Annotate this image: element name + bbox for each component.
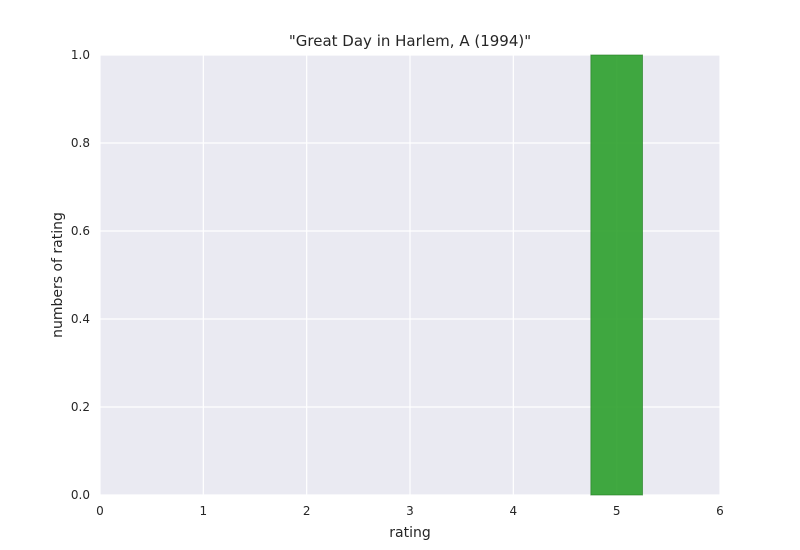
y-tick-label: 0.4 [71,312,90,326]
y-tick-label: 0.8 [71,136,90,150]
chart-title: "Great Day in Harlem, A (1994)" [289,32,531,50]
x-tick-label: 0 [96,504,104,518]
bars [590,54,643,496]
y-tick-label: 0.2 [71,400,90,414]
y-tick-label: 1.0 [71,48,90,62]
x-tick-label: 6 [716,504,724,518]
y-tick-label: 0.6 [71,224,90,238]
x-axis-label: rating [389,525,430,541]
x-tick-label: 3 [406,504,414,518]
x-tick-labels: 0 1 2 3 4 5 6 [96,504,724,518]
x-tick-label: 1 [200,504,208,518]
x-tick-label: 4 [510,504,518,518]
y-axis-label: numbers of rating [50,212,66,338]
x-tick-label: 5 [613,504,621,518]
histogram-bar [590,54,643,496]
y-tick-label: 0.0 [71,488,90,502]
y-tick-labels: 0.0 0.2 0.4 0.6 0.8 1.0 [71,48,90,502]
x-tick-label: 2 [303,504,311,518]
